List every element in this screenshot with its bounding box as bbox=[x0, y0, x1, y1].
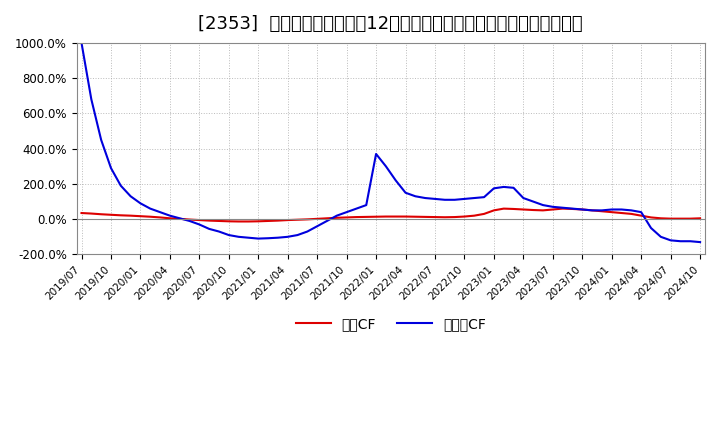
Title: [2353]  キャッシュフローの12か月移動合計の対前年同期増減率の推移: [2353] キャッシュフローの12か月移動合計の対前年同期増減率の推移 bbox=[199, 15, 583, 33]
フリーCF bbox=[696, 239, 704, 245]
営業CF bbox=[342, 215, 351, 220]
Line: フリーCF: フリーCF bbox=[81, 43, 700, 242]
Legend: 営業CF, フリーCF: 営業CF, フリーCF bbox=[290, 311, 491, 336]
フリーCF bbox=[421, 195, 430, 201]
営業CF bbox=[480, 211, 488, 216]
営業CF bbox=[500, 206, 508, 211]
フリーCF bbox=[333, 213, 341, 218]
営業CF bbox=[490, 208, 498, 213]
Line: 営業CF: 営業CF bbox=[81, 209, 700, 221]
フリーCF bbox=[156, 209, 164, 215]
営業CF bbox=[77, 210, 86, 216]
フリーCF bbox=[382, 164, 390, 169]
フリーCF bbox=[480, 194, 488, 200]
営業CF bbox=[392, 214, 400, 219]
フリーCF bbox=[77, 40, 86, 45]
営業CF bbox=[431, 214, 439, 220]
営業CF bbox=[696, 216, 704, 221]
フリーCF bbox=[470, 195, 479, 201]
営業CF bbox=[234, 219, 243, 224]
営業CF bbox=[156, 215, 164, 220]
